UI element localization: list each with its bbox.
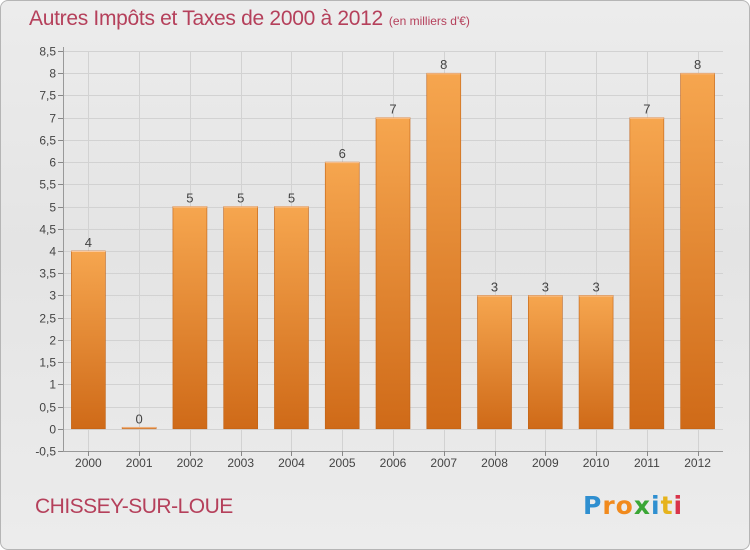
y-tick-label: 8,5 (39, 45, 56, 59)
x-tick-label: 2008 (481, 456, 508, 470)
y-tick-label: 3,5 (39, 267, 56, 281)
y-tick-label: 6,5 (39, 134, 56, 148)
bar (274, 206, 309, 430)
bar (71, 250, 106, 430)
chart-title: Autres Impôts et Taxes de 2000 à 2012 (en… (29, 7, 470, 31)
y-tick-label: 0,5 (39, 401, 56, 415)
x-tick-label: 2007 (430, 456, 457, 470)
bar (629, 117, 665, 430)
data-labels: 4 0 5 5 5 6 7 8 3 3 3 7 8 (85, 57, 701, 426)
y-tick-label: 8 (49, 67, 56, 81)
data-label: 7 (643, 102, 650, 117)
y-tick-label: 7 (49, 112, 56, 126)
tick-labels: -0,5 0 0,5 1 1,5 2 2,5 3 3,5 4 4,5 5 5,5 6 6,5 7 7,5 8 8,5… (35, 45, 711, 471)
y-tick-label: 0 (49, 423, 56, 437)
y-tick-label: 4,5 (39, 223, 56, 237)
y-tick-label: 1,5 (39, 356, 56, 370)
bar (477, 295, 512, 430)
bar (324, 161, 360, 430)
x-tick-label: 2012 (684, 456, 711, 470)
y-tick-label: 2,5 (39, 312, 56, 326)
y-tick-label: 5,5 (39, 178, 56, 192)
proxiti-logo[interactable]: Proxiti (583, 491, 683, 520)
x-tick-label: 2000 (75, 456, 102, 470)
x-tick-label: 2006 (380, 456, 407, 470)
data-label: 3 (542, 279, 549, 294)
x-tick-label: 2005 (329, 456, 356, 470)
chart-title-main: Autres Impôts et Taxes de 2000 à 2012 (29, 7, 383, 30)
data-label: 5 (237, 191, 244, 206)
y-tick-label: 7,5 (39, 89, 56, 103)
bars (71, 72, 715, 430)
y-tick-label: 3 (49, 289, 56, 303)
logo-letter: x (633, 491, 651, 520)
data-label: 7 (389, 102, 396, 117)
data-label: 3 (491, 279, 498, 294)
y-tick-label: 1 (49, 378, 56, 392)
x-tick-label: 2009 (532, 456, 559, 470)
y-tick-label: 5 (49, 201, 56, 215)
y-tick-label: 2 (49, 334, 56, 348)
bar (172, 206, 208, 430)
commune-name: CHISSEY-SUR-LOUE (35, 495, 233, 518)
bar (578, 295, 614, 430)
bar (528, 295, 563, 430)
x-tick-label: 2004 (278, 456, 305, 470)
x-tick-label: 2003 (227, 456, 254, 470)
data-label: 8 (440, 57, 447, 72)
logo-letter: i (673, 491, 684, 520)
bar (680, 72, 715, 430)
logo-letter: t (660, 491, 674, 520)
logo-letter: P (583, 491, 603, 520)
bar (426, 72, 462, 430)
x-tick-label: 2002 (177, 456, 204, 470)
logo-letter: o (615, 491, 634, 520)
data-label: 3 (592, 279, 599, 294)
y-tick-label: 4 (49, 245, 56, 259)
data-label: 4 (85, 235, 92, 250)
y-tick-label: -0,5 (35, 445, 56, 459)
logo-letter: r (602, 491, 616, 520)
data-label: 5 (186, 191, 193, 206)
data-label: 8 (694, 57, 701, 72)
x-tick-label: 2010 (583, 456, 610, 470)
data-label: 0 (136, 411, 143, 426)
y-tick-label: 6 (49, 156, 56, 170)
chart-title-unit: (en milliers d'€) (388, 14, 470, 28)
logo-letter: i (651, 491, 661, 520)
x-tick-label: 2011 (634, 456, 660, 470)
data-label: 5 (288, 191, 295, 206)
axes (58, 47, 723, 456)
bar (375, 117, 411, 430)
x-tick-label: 2001 (126, 456, 153, 470)
data-label: 6 (339, 146, 346, 161)
bar (223, 206, 258, 430)
